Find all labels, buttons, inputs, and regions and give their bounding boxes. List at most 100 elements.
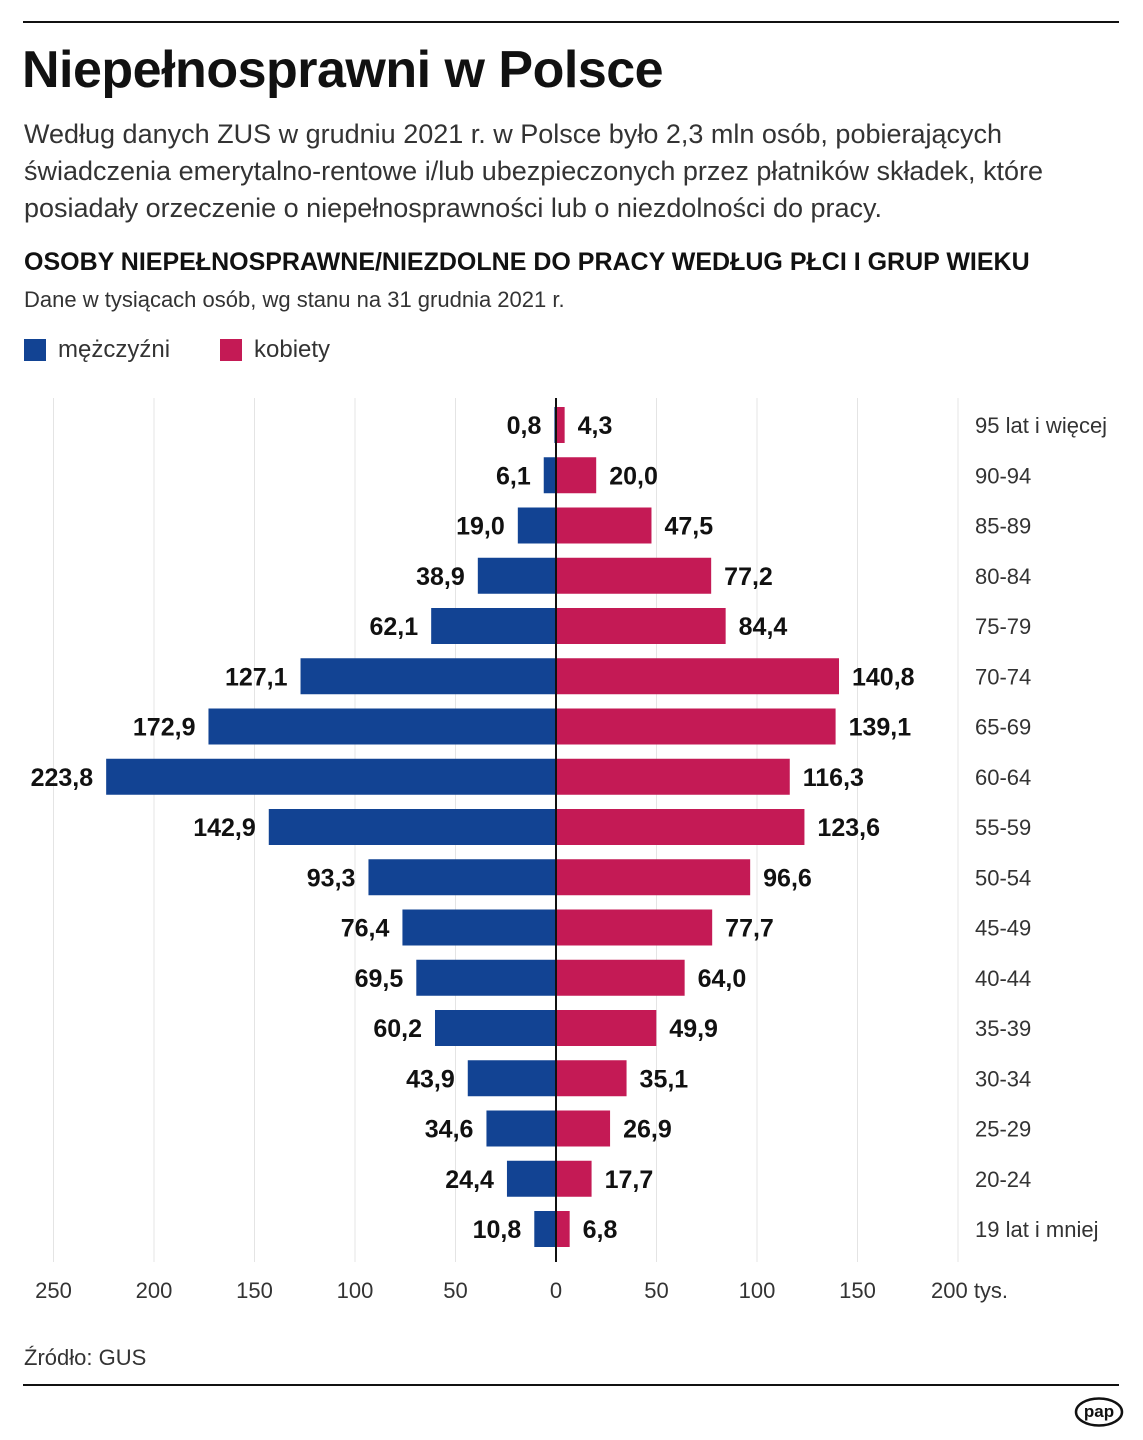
data-label-women: 17,7 [605, 1166, 654, 1194]
bar-women [556, 1060, 627, 1097]
category-label: 75-79 [975, 614, 1031, 639]
data-label-men: 34,6 [425, 1116, 474, 1144]
data-label-women: 139,1 [849, 714, 912, 742]
data-label-women: 123,6 [817, 814, 880, 842]
source-note: Źródło: GUS [24, 1345, 147, 1370]
data-label-men: 142,9 [193, 814, 256, 842]
data-label-women: 64,0 [698, 965, 747, 993]
bar-men [477, 557, 556, 594]
bar-women [556, 1110, 611, 1147]
data-label-men: 19,0 [456, 513, 505, 541]
x-tick-label: 100 [739, 1278, 776, 1303]
data-label-men: 43,9 [406, 1065, 455, 1093]
bar-women [556, 658, 840, 695]
data-label-women: 20,0 [609, 462, 658, 490]
data-label-women: 116,3 [803, 764, 864, 792]
legend-swatch-women [220, 339, 242, 361]
bar-men [208, 708, 556, 745]
category-label: 80-84 [975, 564, 1031, 589]
data-label-women: 4,3 [578, 412, 613, 440]
bar-men [368, 859, 556, 896]
chart-subtitle: Dane w tysiącach osób, wg stanu na 31 gr… [24, 287, 565, 312]
bar-men [300, 658, 556, 695]
category-label: 45-49 [975, 916, 1031, 941]
category-label: 85-89 [975, 514, 1031, 539]
bar-men [534, 1211, 556, 1247]
legend-swatch-men [24, 339, 46, 361]
legend-label-women: kobiety [254, 336, 331, 363]
x-tick-label: 0 [550, 1278, 562, 1303]
category-label: 50-54 [975, 865, 1031, 890]
data-label-men: 10,8 [473, 1216, 522, 1244]
data-label-men: 76,4 [341, 915, 390, 943]
data-label-men: 172,9 [133, 714, 196, 742]
data-label-women: 84,4 [739, 613, 788, 641]
data-label-men: 24,4 [445, 1166, 494, 1194]
pap-logo: pap [1074, 1397, 1124, 1427]
bar-men [506, 1160, 556, 1197]
data-label-men: 69,5 [355, 965, 404, 993]
bar-women [556, 909, 713, 946]
category-label: 20-24 [975, 1167, 1031, 1192]
x-tick-label: 150 [236, 1278, 273, 1303]
bar-women [556, 859, 751, 896]
bar-men [434, 1010, 556, 1046]
x-tick-label: 100 [337, 1278, 374, 1303]
chart-title: OSOBY NIEPEŁNOSPRAWNE/NIEZDOLNE DO PRACY… [24, 248, 1030, 276]
bar-women [556, 557, 712, 594]
category-label: 35-39 [975, 1016, 1031, 1041]
data-label-men: 38,9 [416, 563, 465, 591]
category-label: 30-34 [975, 1066, 1031, 1091]
data-label-men: 62,1 [370, 613, 419, 641]
bar-men [486, 1110, 556, 1147]
bar-men [517, 507, 556, 544]
bar-women [556, 1211, 570, 1247]
data-label-men: 6,1 [496, 462, 531, 490]
legend-item-men: mężczyźni [24, 336, 170, 364]
bar-women [556, 608, 726, 644]
data-label-men: 60,2 [373, 1015, 422, 1043]
bar-men [467, 1060, 556, 1097]
bar-women [556, 959, 685, 996]
data-label-men: 223,8 [31, 764, 94, 792]
bar-women [556, 1010, 657, 1046]
page-title: Niepełnosprawni w Polsce [22, 41, 664, 99]
bar-women [556, 758, 790, 795]
data-label-women: 6,8 [583, 1216, 618, 1244]
bar-women [556, 507, 652, 544]
data-label-women: 26,9 [623, 1116, 672, 1144]
intro-text: Według danych ZUS w grudniu 2021 r. w Po… [24, 119, 1044, 223]
x-tick-label: 200 tys. [931, 1278, 1008, 1303]
data-label-women: 47,5 [664, 513, 713, 541]
category-label: 25-29 [975, 1117, 1031, 1142]
bar-men [268, 809, 556, 845]
bar-men [543, 457, 556, 494]
bar-women [556, 1160, 592, 1197]
category-label: 65-69 [975, 715, 1031, 740]
data-label-women: 77,2 [724, 563, 773, 591]
data-label-women: 49,9 [669, 1015, 718, 1043]
category-label: 55-59 [975, 815, 1031, 840]
x-tick-label: 50 [644, 1278, 668, 1303]
bar-men [106, 758, 557, 795]
category-label: 40-44 [975, 966, 1031, 991]
bar-men [402, 909, 556, 946]
top-rule [23, 21, 1119, 23]
x-tick-label: 150 [839, 1278, 876, 1303]
data-label-women: 35,1 [640, 1065, 689, 1093]
bar-women [556, 457, 597, 494]
data-label-men: 0,8 [507, 412, 542, 440]
category-label: 60-64 [975, 765, 1031, 790]
data-label-women: 96,6 [763, 864, 812, 892]
bar-women [556, 809, 805, 845]
data-label-men: 127,1 [225, 663, 288, 691]
svg-text:pap: pap [1084, 1402, 1114, 1421]
x-tick-label: 200 [136, 1278, 173, 1303]
category-label: 90-94 [975, 463, 1031, 488]
category-label: 19 lat i mniej [975, 1217, 1099, 1242]
bar-men [416, 959, 556, 996]
x-tick-label: 250 [35, 1278, 72, 1303]
bar-men [431, 608, 556, 644]
data-label-women: 140,8 [852, 663, 915, 691]
